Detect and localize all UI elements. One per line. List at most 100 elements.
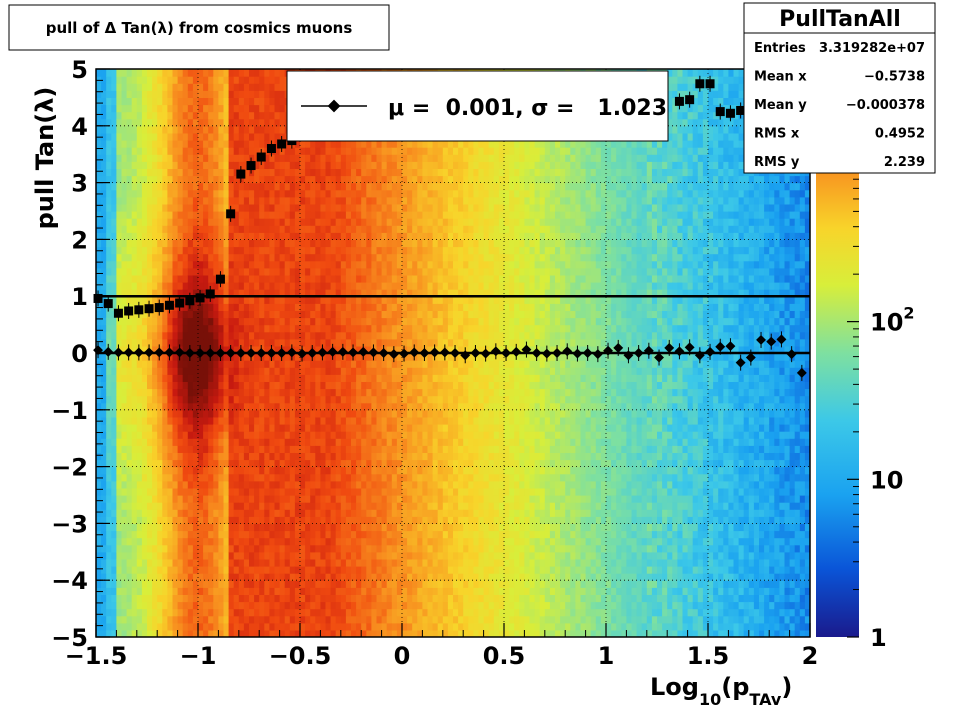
square-point bbox=[715, 107, 725, 117]
diamond-point bbox=[745, 352, 756, 363]
diamond-point bbox=[409, 347, 420, 358]
stats-title: PullTanAll bbox=[779, 7, 901, 32]
square-point bbox=[236, 169, 246, 179]
diamond-point bbox=[531, 348, 542, 358]
diamond-point bbox=[154, 347, 165, 358]
diamond-point bbox=[266, 348, 277, 358]
colorbar-tick-label: 102 bbox=[870, 304, 915, 337]
legend: μ = 0.001, σ = 1.023 bbox=[286, 70, 669, 142]
y-tick-label: 1 bbox=[71, 283, 88, 311]
diamond-point bbox=[246, 348, 256, 358]
diamond-point bbox=[694, 350, 705, 361]
square-point bbox=[246, 161, 256, 171]
diamond-point bbox=[541, 348, 552, 359]
stats-value: 2.239 bbox=[884, 155, 925, 170]
x-tick-label: 2 bbox=[802, 642, 819, 670]
x-tick-label: 1.5 bbox=[687, 642, 730, 670]
square-point bbox=[154, 303, 164, 313]
diamond-point bbox=[184, 348, 195, 358]
diamond-point bbox=[592, 349, 603, 360]
x-tick-label: −0.5 bbox=[269, 642, 332, 670]
y-tick-label: −5 bbox=[51, 624, 88, 652]
x-tick-label: 0.5 bbox=[483, 642, 526, 670]
square-point bbox=[725, 108, 735, 118]
y-tick-label: 0 bbox=[71, 340, 88, 368]
square-point bbox=[256, 152, 266, 162]
diamond-point bbox=[388, 349, 399, 360]
diamond-point bbox=[664, 342, 675, 353]
title-box: pull of Δ Tan(λ) from cosmics muons bbox=[8, 4, 390, 51]
diamond-point bbox=[429, 347, 440, 358]
diamond-point bbox=[603, 345, 613, 356]
diamond-point bbox=[776, 334, 787, 345]
diamond-point bbox=[358, 346, 369, 357]
diamond-point bbox=[705, 346, 715, 357]
diamond-point bbox=[725, 341, 736, 352]
square-point bbox=[226, 209, 236, 219]
heatmap bbox=[96, 69, 810, 637]
y-tick-label: −2 bbox=[51, 454, 88, 482]
diamond-point bbox=[756, 334, 766, 345]
diamond-point bbox=[225, 348, 236, 358]
y-tick-label: 2 bbox=[71, 226, 88, 254]
stats-label: Mean x bbox=[754, 70, 807, 85]
y-tick-label: −1 bbox=[51, 397, 88, 425]
stats-label: Entries bbox=[754, 41, 806, 56]
diamond-point bbox=[501, 348, 511, 358]
diamond-point bbox=[633, 348, 644, 358]
y-tick-label: 3 bbox=[71, 170, 88, 198]
diamond-point bbox=[643, 345, 654, 356]
x-tick-label: −1.5 bbox=[65, 642, 128, 670]
square-point bbox=[175, 298, 185, 308]
square-point bbox=[674, 96, 684, 106]
data-markers bbox=[93, 75, 807, 381]
y-axis-label: pull Tan(λ) bbox=[31, 87, 59, 230]
colorbar-tick-label: 1 bbox=[870, 624, 887, 652]
diamond-point bbox=[623, 350, 634, 361]
stats-frame bbox=[743, 2, 936, 174]
diamond-point bbox=[613, 342, 624, 353]
diamond-point bbox=[511, 346, 522, 357]
diamond-point bbox=[327, 346, 338, 357]
diamond-point bbox=[735, 357, 746, 368]
diamond-point bbox=[307, 348, 318, 358]
diamond-point bbox=[378, 348, 389, 358]
diamond-point bbox=[766, 336, 777, 347]
square-point bbox=[736, 105, 746, 115]
chart-title: pull of Δ Tan(λ) from cosmics muons bbox=[46, 19, 353, 37]
square-point bbox=[205, 289, 215, 299]
diamond-point bbox=[480, 348, 491, 359]
stats-label: RMS x bbox=[754, 127, 800, 142]
square-point bbox=[215, 274, 225, 284]
diamond-point bbox=[205, 348, 216, 358]
square-point bbox=[134, 305, 144, 315]
diamond-point bbox=[460, 350, 471, 361]
diamond-point bbox=[470, 348, 481, 358]
square-point bbox=[195, 293, 205, 303]
y-tick-label: 4 bbox=[71, 113, 88, 141]
diamond-point bbox=[399, 348, 409, 359]
square-point bbox=[124, 306, 134, 316]
diamond-point bbox=[419, 348, 430, 358]
square-point bbox=[164, 300, 174, 310]
diamond-point bbox=[286, 347, 297, 358]
diamond-point bbox=[144, 347, 154, 358]
stats-value: 3.319282e+07 bbox=[819, 41, 925, 56]
diamond-point bbox=[317, 347, 328, 358]
square-point bbox=[93, 293, 103, 303]
x-tick-label: 1 bbox=[598, 642, 615, 670]
diamond-point bbox=[684, 342, 695, 353]
diamond-point bbox=[297, 348, 307, 359]
stats-value: −0.000378 bbox=[846, 98, 925, 113]
colorbar-tick-label: 10 bbox=[870, 466, 903, 494]
square-point bbox=[695, 79, 705, 89]
stats-label: Mean y bbox=[754, 98, 807, 113]
diamond-point bbox=[348, 347, 358, 358]
y-tick-label: −3 bbox=[51, 510, 88, 538]
square-point bbox=[144, 304, 154, 314]
x-tick-label: 0 bbox=[394, 642, 411, 670]
square-point bbox=[103, 299, 113, 309]
diamond-point bbox=[164, 347, 175, 358]
diamond-point bbox=[195, 348, 205, 358]
